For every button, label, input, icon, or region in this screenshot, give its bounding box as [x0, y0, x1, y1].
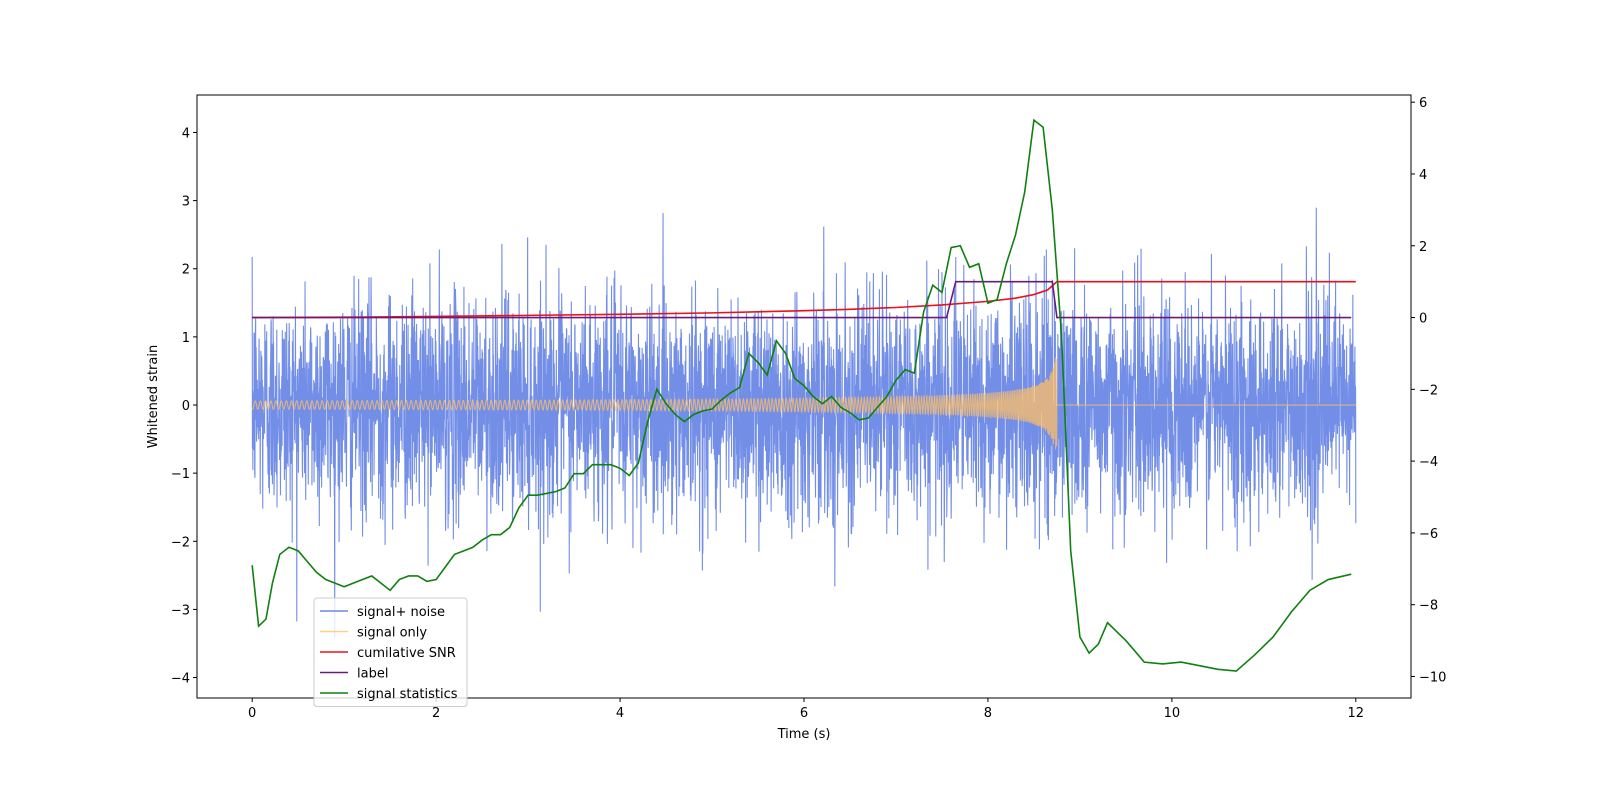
x-axis-label: Time (s)	[777, 727, 831, 742]
y2-tick-label: 6	[1419, 96, 1427, 111]
y-tick-label: 4	[182, 126, 190, 141]
y-tick-label: 2	[182, 263, 190, 278]
x-tick-label: 0	[248, 706, 256, 721]
y-tick-label: 0	[182, 399, 190, 414]
y2-tick-label: 4	[1419, 168, 1427, 183]
y-tick-label: −3	[171, 603, 190, 618]
legend-entry: signal+ noise	[357, 605, 445, 620]
signal-only-line	[251, 357, 1356, 450]
y-axis-label: Whitened strain	[146, 345, 161, 448]
y-tick-label: 1	[182, 331, 190, 346]
x-tick-label: 4	[616, 706, 624, 721]
legend-entry: signal statistics	[357, 687, 458, 702]
series-line	[251, 118, 1352, 672]
series-cumilative-snr	[252, 280, 1356, 319]
y2-tick-label: 2	[1419, 240, 1427, 255]
legend: signal+ noise signal only cumilative SNR la…	[313, 597, 468, 707]
legend-entry: cumilative SNR	[357, 646, 456, 661]
y-axis-left: −4 −3 −2 −1 0 1 2 3 4	[171, 126, 197, 687]
series-signal-statistics	[251, 118, 1352, 672]
signal-noise-line	[251, 207, 1357, 638]
series-signal-only	[251, 357, 1356, 450]
legend-entry: label	[357, 667, 388, 682]
x-tick-label: 10	[1164, 706, 1181, 721]
x-tick-label: 6	[800, 706, 808, 721]
y2-tick-label: −10	[1419, 670, 1446, 685]
series-label	[252, 280, 1352, 319]
legend-box	[313, 597, 468, 707]
y2-tick-label: −2	[1419, 383, 1438, 398]
y2-tick-label: −8	[1419, 599, 1438, 614]
x-tick-label: 12	[1348, 706, 1365, 721]
x-axis: 0 2 4 6 8 10 12	[248, 698, 1364, 721]
series-line	[252, 280, 1356, 319]
y-tick-label: −4	[171, 672, 190, 687]
x-tick-label: 2	[432, 706, 440, 721]
series-line	[252, 280, 1352, 319]
y2-tick-label: 0	[1419, 312, 1427, 327]
series-layer	[251, 118, 1357, 672]
series-signal-noise	[251, 207, 1357, 638]
y2-tick-label: −4	[1419, 455, 1438, 470]
y-tick-label: −2	[171, 535, 190, 550]
y-tick-label: −1	[171, 467, 190, 482]
y-axis-right: −10 −8 −6 −4 −2 0 2 4 6	[1411, 96, 1446, 685]
y-tick-label: 3	[182, 195, 190, 210]
y2-tick-label: −6	[1419, 527, 1438, 542]
legend-entry: signal only	[357, 626, 427, 641]
x-tick-label: 8	[984, 706, 992, 721]
